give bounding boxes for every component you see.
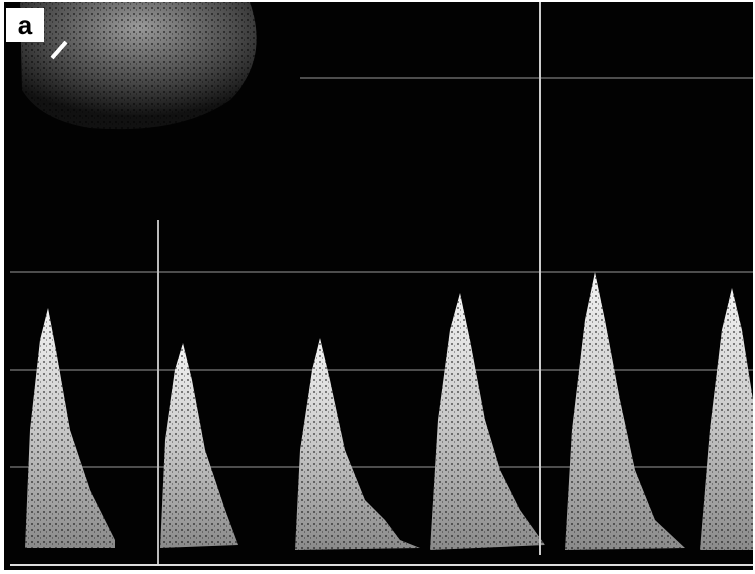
figure: a [0, 0, 755, 574]
panel-label: a [18, 10, 33, 40]
doppler-image: a [0, 0, 755, 574]
